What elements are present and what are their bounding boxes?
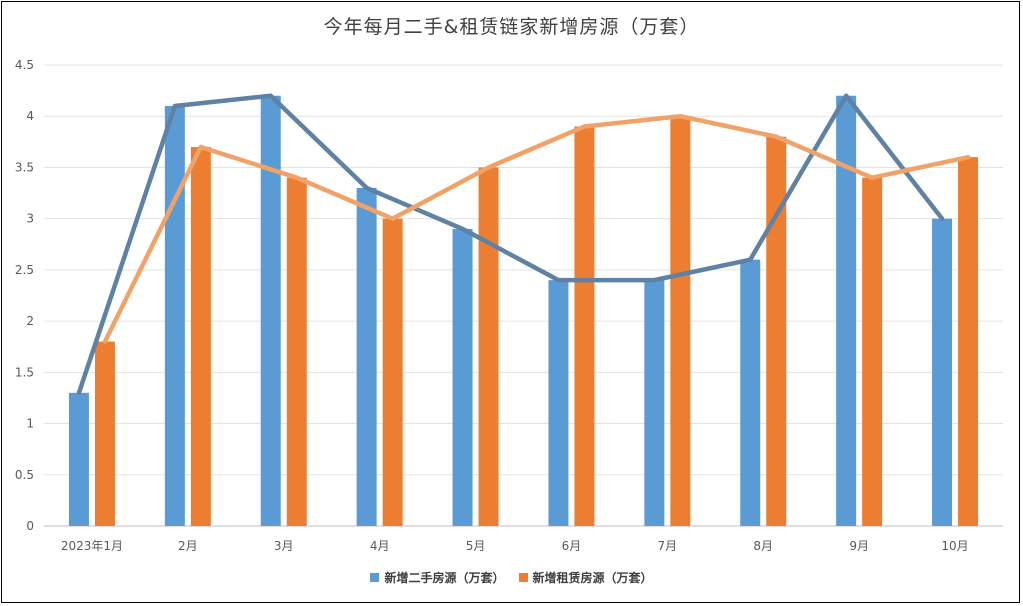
bar-series-2 <box>478 167 499 526</box>
y-tick-label: 1 <box>26 417 34 431</box>
bar-series-2 <box>574 126 595 526</box>
bar-series-2 <box>862 177 883 526</box>
bar-series-2 <box>94 341 115 526</box>
x-tick-label: 3月 <box>274 539 294 553</box>
legend-label-series-1: 新增二手房源（万套） <box>384 571 505 585</box>
x-tick-label: 9月 <box>849 539 869 553</box>
x-tick-label: 7月 <box>658 539 678 553</box>
y-tick-label: 1.5 <box>15 365 34 379</box>
x-tick-label: 6月 <box>562 539 582 553</box>
line-series-1 <box>76 93 945 396</box>
y-tick-label: 4.5 <box>15 58 34 72</box>
bar-series-1 <box>932 218 953 526</box>
y-tick-label: 3 <box>26 212 34 226</box>
line-series-2 <box>102 113 971 344</box>
x-tick-label: 4月 <box>370 539 390 553</box>
x-tick-label: 2月 <box>178 539 198 553</box>
y-tick-label: 0.5 <box>15 468 34 482</box>
chart-legend: 新增二手房源（万套） 新增租赁房源（万套） <box>0 569 1023 586</box>
x-tick-label: 2023年1月 <box>61 539 123 553</box>
bar-series-2 <box>670 116 691 526</box>
legend-item-series-1: 新增二手房源（万套） <box>370 569 505 586</box>
y-tick-label: 4 <box>26 109 34 123</box>
legend-swatch-series-1 <box>370 573 380 582</box>
bar-series-1 <box>644 280 665 526</box>
legend-item-series-2: 新增租赁房源（万套） <box>518 569 653 586</box>
chart-title: 今年每月二手&租赁链家新增房源（万套） <box>323 16 700 38</box>
bar-series-1 <box>452 228 473 526</box>
x-tick-label: 10月 <box>941 539 968 553</box>
bar-series-2 <box>766 136 787 526</box>
legend-swatch-series-2 <box>518 573 528 582</box>
bar-series-1 <box>164 105 185 526</box>
bar-series-1 <box>260 95 281 526</box>
bar-series-1 <box>740 259 761 526</box>
y-tick-label: 0 <box>26 519 34 533</box>
x-tick-label: 5月 <box>466 539 486 553</box>
bar-series-1 <box>836 95 857 526</box>
legend-label-series-2: 新增租赁房源（万套） <box>532 571 653 585</box>
bar-series-1 <box>68 392 89 526</box>
bar-series-2 <box>382 218 403 526</box>
y-tick-label: 2 <box>26 314 34 328</box>
bar-series-2 <box>958 157 979 526</box>
y-tick-label: 2.5 <box>15 263 34 277</box>
bar-series-2 <box>286 177 307 526</box>
y-tick-label: 3.5 <box>15 160 34 174</box>
bar-series-1 <box>548 280 569 526</box>
bar-series-1 <box>356 187 377 526</box>
bar-series-2 <box>190 146 211 526</box>
x-tick-label: 8月 <box>753 539 773 553</box>
